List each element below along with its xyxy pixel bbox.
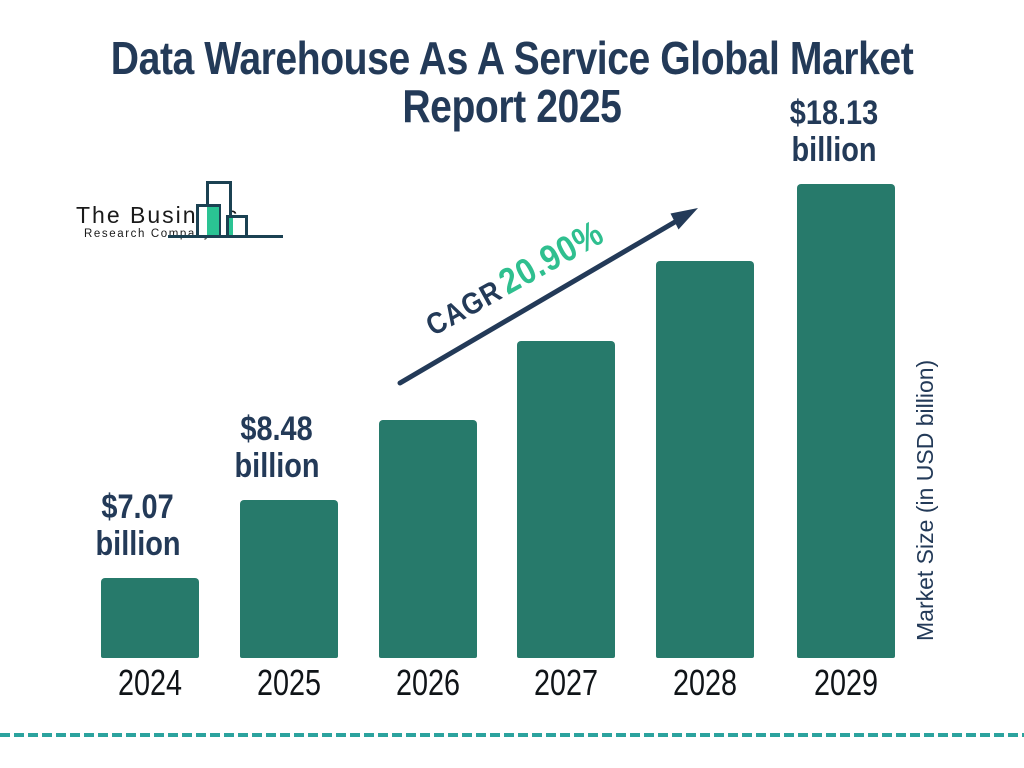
bar-value-label-2025: $8.48 billion [234, 410, 320, 485]
bar-2026 [379, 420, 477, 658]
bar-2025 [240, 500, 338, 658]
bar-2028 [656, 261, 754, 658]
x-tick-2024: 2024 [117, 662, 183, 703]
logo-bar-small-accent [229, 218, 233, 235]
y-axis-label: Market Size (in USD billion) [912, 359, 938, 641]
title-line-1: Data Warehouse As A Service Global Marke… [110, 32, 914, 84]
bottom-dashed-divider [0, 733, 1024, 737]
bar-2029 [797, 184, 895, 658]
bar-value-label-2024: $7.07 billion [95, 488, 181, 563]
x-tick-2025: 2025 [256, 662, 322, 703]
bar-2024 [101, 578, 199, 658]
title-line-2: Report 2025 [402, 80, 622, 132]
company-logo: The Business Research Company [75, 176, 290, 246]
logo-bar-green [207, 207, 219, 235]
bar-value-label-2029: $18.13 billion [789, 94, 879, 169]
growth-arrow-icon [397, 208, 698, 386]
logo-text-secondary: Research Company [84, 228, 212, 240]
logo-baseline [168, 235, 283, 238]
x-tick-2026: 2026 [395, 662, 461, 703]
x-tick-2028: 2028 [672, 662, 738, 703]
bar-2027 [517, 341, 615, 658]
x-tick-2029: 2029 [813, 662, 879, 703]
page-title: Data Warehouse As A Service Global Marke… [0, 34, 1024, 130]
x-tick-2027: 2027 [533, 662, 599, 703]
